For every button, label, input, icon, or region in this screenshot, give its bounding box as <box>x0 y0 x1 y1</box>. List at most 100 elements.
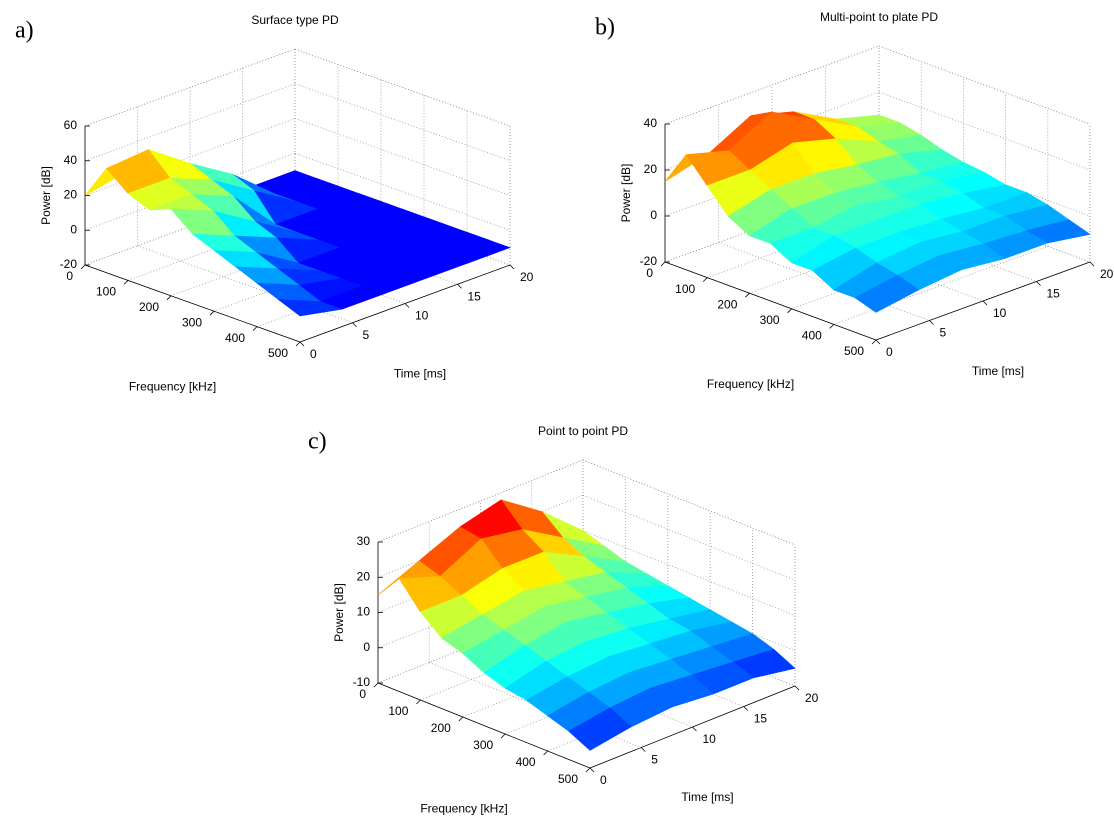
y-tick-label: 500 <box>558 772 578 786</box>
tick-mark <box>458 716 464 722</box>
tick-mark <box>982 300 988 306</box>
panel-label: b) <box>595 15 615 41</box>
grid-line <box>582 530 796 616</box>
y-tick-label: 400 <box>516 755 536 769</box>
tick-mark <box>543 750 548 756</box>
tick-mark <box>875 339 881 345</box>
z-tick-label: 0 <box>650 208 657 222</box>
tick-mark <box>252 326 258 331</box>
box-edge <box>294 48 511 127</box>
x-tick-label: 0 <box>886 345 893 359</box>
tick-mark <box>509 264 515 270</box>
z-tick-label: -20 <box>640 254 658 268</box>
y-axis-label: Frequency [kHz] <box>420 802 507 816</box>
grid-line <box>377 494 584 578</box>
tick-mark <box>373 682 379 688</box>
y-tick-label: 200 <box>431 721 451 735</box>
surface-patch <box>568 707 632 751</box>
x-tick-label: 5 <box>363 328 370 342</box>
tick-mark <box>929 320 934 325</box>
grid-line <box>294 83 511 162</box>
y-tick-label: 0 <box>359 687 366 701</box>
panel-label: a) <box>15 18 34 44</box>
tick-mark <box>1089 261 1095 267</box>
y-tick-label: 300 <box>182 315 202 329</box>
z-tick-label: 40 <box>64 153 78 167</box>
x-tick-label: 20 <box>805 691 819 705</box>
box-edge <box>582 459 796 546</box>
tick-mark <box>794 685 800 691</box>
tick-mark <box>500 733 506 739</box>
tick-mark <box>871 339 877 345</box>
y-tick-label: 500 <box>268 346 288 360</box>
z-tick-label: -10 <box>353 675 371 689</box>
tick-mark <box>416 699 421 705</box>
box-edge <box>377 459 584 543</box>
grid-line <box>833 246 1048 325</box>
box-edge <box>664 45 880 125</box>
chart-title: Multi-point to plate PD <box>820 10 938 24</box>
x-axis-label: Time [ms] <box>972 364 1024 378</box>
tick-mark <box>829 324 835 329</box>
tick-mark <box>745 292 750 298</box>
tick-mark <box>640 747 646 752</box>
z-tick-label: 20 <box>644 162 658 176</box>
tick-mark <box>743 706 749 711</box>
z-tick-label: 20 <box>64 188 78 202</box>
z-tick-label: -20 <box>60 257 78 271</box>
y-tick-label: 200 <box>139 300 159 314</box>
z-axis-label: Power [dB] <box>39 166 53 225</box>
tick-mark <box>299 341 305 347</box>
z-axis-label: Power [dB] <box>619 164 633 223</box>
grid-line <box>137 245 353 324</box>
axis-line <box>377 682 591 769</box>
x-tick-label: 15 <box>468 289 482 303</box>
y-tick-label: 100 <box>388 704 408 718</box>
z-tick-label: 60 <box>64 118 78 132</box>
x-tick-label: 10 <box>993 306 1007 320</box>
x-tick-label: 0 <box>600 773 607 787</box>
y-axis-label: Frequency [kHz] <box>707 377 794 391</box>
y-axis-label: Frequency [kHz] <box>129 380 216 394</box>
box-edge <box>878 45 1091 125</box>
tick-mark <box>589 767 595 773</box>
z-tick-label: 40 <box>644 116 658 130</box>
surface-patch <box>854 274 920 313</box>
tick-mark <box>702 277 708 282</box>
y-tick-label: 400 <box>225 331 245 345</box>
axis-line <box>84 264 301 343</box>
y-tick-label: 100 <box>675 282 695 296</box>
y-tick-label: 300 <box>473 738 493 752</box>
x-tick-label: 10 <box>703 732 717 746</box>
tick-mark <box>123 280 129 285</box>
x-tick-label: 20 <box>1100 267 1114 281</box>
z-tick-label: 20 <box>357 569 371 583</box>
y-tick-label: 400 <box>802 329 822 343</box>
z-tick-label: 10 <box>357 605 371 619</box>
surface-patch <box>277 299 343 317</box>
x-tick-label: 0 <box>310 347 317 361</box>
y-tick-label: 200 <box>717 297 737 311</box>
x-tick-label: 5 <box>651 753 658 767</box>
chart-title: Point to point PD <box>538 424 628 438</box>
y-tick-label: 100 <box>96 285 116 299</box>
x-tick-label: 15 <box>754 712 768 726</box>
x-tick-label: 5 <box>940 326 947 340</box>
grid-line <box>84 83 296 162</box>
grid-line <box>294 118 511 196</box>
tick-mark <box>295 341 301 347</box>
tick-mark <box>209 310 215 316</box>
tick-mark <box>457 283 462 289</box>
tick-mark <box>1036 281 1041 286</box>
tick-mark <box>660 261 666 267</box>
y-tick-label: 0 <box>66 269 73 283</box>
z-tick-label: 30 <box>357 534 371 548</box>
y-tick-label: 300 <box>760 313 780 327</box>
tick-mark <box>787 308 792 314</box>
z-tick-label: 0 <box>363 640 370 654</box>
x-tick-label: 15 <box>1047 287 1061 301</box>
x-axis-label: Time [ms] <box>394 367 446 381</box>
y-tick-label: 500 <box>844 344 864 358</box>
chart-title: Surface type PD <box>251 13 339 27</box>
